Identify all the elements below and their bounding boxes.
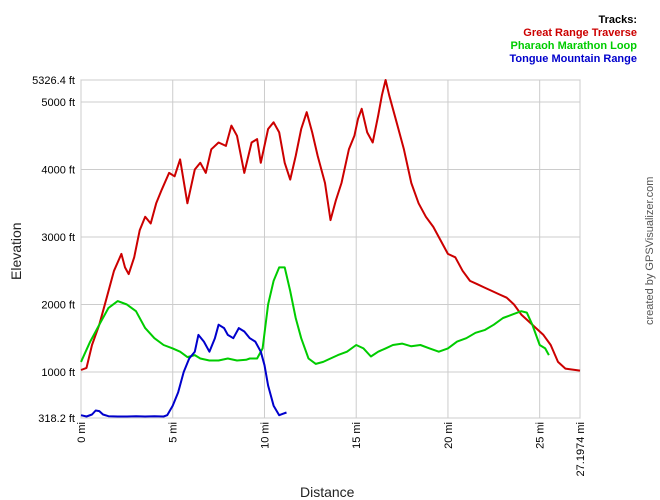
credit-text: created by GPSVisualizer.com xyxy=(644,176,656,325)
x-tick-label: 10 mi xyxy=(259,422,271,449)
legend-title: Tracks: xyxy=(598,14,637,26)
plot-border xyxy=(80,79,581,419)
y-tick-label: 4000 ft xyxy=(41,165,75,177)
x-axis-label: Distance xyxy=(300,484,355,500)
x-tick-label: 25 mi xyxy=(535,422,547,449)
y-tick-label: 1000 ft xyxy=(41,367,75,379)
x-tick-label: 0 mi xyxy=(76,422,88,443)
x-tick-label: 5 mi xyxy=(168,422,180,443)
axis-ticks: 0 mi 5 mi 10 mi 15 mi 20 mi 25 mi 27.1974 mi 31… xyxy=(32,75,587,476)
legend-item-great-range: Great Range Traverse xyxy=(523,27,637,39)
y-tick-label: 318.2 ft xyxy=(38,413,75,425)
grid-lines xyxy=(80,79,581,419)
x-tick-label: 15 mi xyxy=(351,422,363,449)
series-line-0 xyxy=(80,79,581,372)
x-tick-label: 20 mi xyxy=(443,422,455,449)
series-lines xyxy=(80,79,581,418)
y-tick-label: 2000 ft xyxy=(41,299,75,311)
x-tick-label: 27.1974 mi xyxy=(575,422,587,476)
y-tick-label: 3000 ft xyxy=(41,232,75,244)
legend-item-pharaoh: Pharaoh Marathon Loop xyxy=(510,40,638,52)
y-tick-label: 5000 ft xyxy=(41,97,75,109)
legend: Tracks: Great Range Traverse Pharaoh Mar… xyxy=(509,14,637,66)
legend-item-tongue: Tongue Mountain Range xyxy=(509,53,637,65)
series-line-1 xyxy=(80,266,550,365)
series-line-2 xyxy=(80,323,287,418)
y-axis-label: Elevation xyxy=(8,222,24,280)
y-tick-label: 5326.4 ft xyxy=(32,75,75,87)
